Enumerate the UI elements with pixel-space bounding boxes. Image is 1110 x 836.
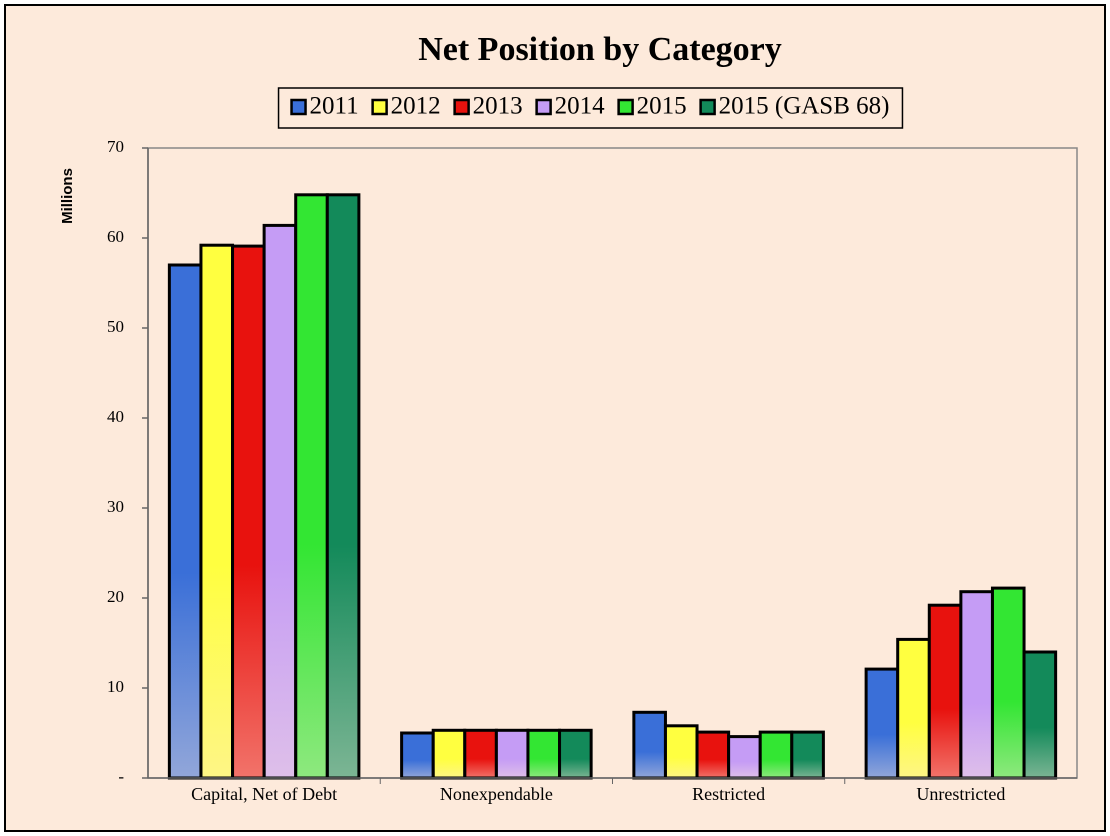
- legend-label: 2015 (GASB 68): [719, 93, 890, 120]
- legend-swatch: [617, 98, 634, 116]
- bar: [526, 728, 562, 780]
- x-tick-label: Unrestricted: [916, 784, 1005, 804]
- x-tick-label: Capital, Net of Debt: [191, 784, 337, 804]
- bar: [231, 244, 266, 780]
- legend-swatch: [699, 98, 716, 116]
- bar: [1022, 650, 1058, 780]
- bar: [558, 728, 593, 780]
- chart-title: Net Position by Category: [418, 31, 782, 68]
- legend-label: 2013: [473, 93, 523, 120]
- bar: [400, 731, 435, 780]
- y-tick-label: 10: [107, 677, 124, 696]
- y-tick-label: 20: [107, 587, 124, 606]
- legend-label: 2011: [310, 93, 359, 120]
- y-tick-label: 40: [107, 407, 124, 426]
- bar: [294, 193, 329, 780]
- bar: [727, 735, 762, 780]
- bar: [959, 590, 994, 780]
- bar: [864, 667, 900, 780]
- legend-label: 2015: [637, 93, 687, 120]
- legend-label: 2012: [391, 93, 441, 120]
- bar: [790, 730, 825, 780]
- bar: [663, 724, 699, 780]
- bar: [927, 603, 963, 780]
- bar: [695, 730, 731, 780]
- bar: [325, 193, 361, 780]
- legend-swatch: [535, 98, 552, 116]
- legend-swatch: [371, 98, 388, 116]
- y-tick-label: 30: [107, 497, 124, 516]
- bar: [990, 586, 1026, 780]
- legend-label: 2014: [555, 93, 606, 120]
- y-tick-label: 60: [107, 227, 124, 246]
- legend: 2011 2012 2013 2014 2015 2015 (GASB 68): [277, 87, 904, 129]
- legend-box: [277, 87, 904, 129]
- legend-swatch: [453, 98, 470, 116]
- bar: [632, 710, 667, 780]
- x-tick-label: Nonexpendable: [440, 784, 553, 804]
- bar: [494, 728, 530, 780]
- bar: [199, 243, 235, 780]
- bar: [896, 637, 931, 780]
- bar: [431, 728, 467, 780]
- bar: [758, 730, 794, 780]
- legend-swatch: [290, 98, 307, 116]
- x-tick-label: Restricted: [692, 784, 765, 804]
- bar: [262, 223, 298, 780]
- y-tick-label: 70: [107, 137, 124, 156]
- bar: [167, 263, 203, 780]
- y-axis-label: Millions: [59, 168, 76, 224]
- y-tick-label: -: [118, 767, 124, 786]
- y-tick-label: 50: [107, 317, 124, 336]
- bar: [463, 728, 498, 780]
